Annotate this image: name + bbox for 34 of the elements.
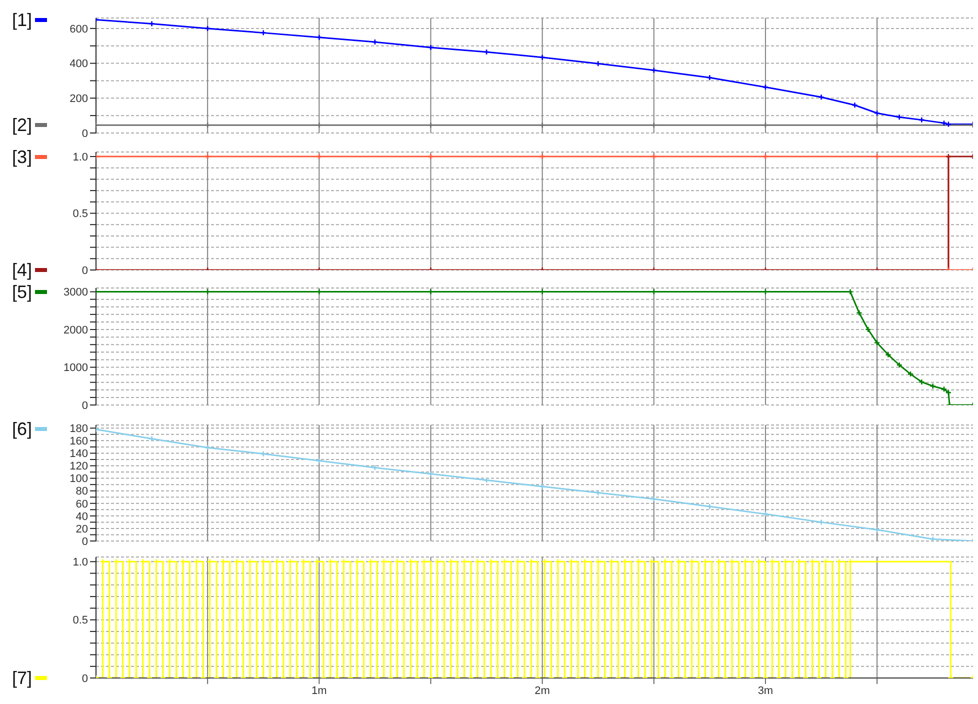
y-tick-label: 100 <box>70 473 88 486</box>
legend-label: [5] <box>12 280 32 303</box>
x-tick-label: 3m <box>758 684 774 697</box>
legend-label: [6] <box>12 418 32 440</box>
y-tick-label: 20 <box>76 523 88 536</box>
y-tick-label: 0 <box>82 264 88 277</box>
y-tick-label: 400 <box>70 58 88 70</box>
y-tick-label: 0 <box>82 536 88 548</box>
y-tick-label: 120 <box>70 460 88 473</box>
y-tick-label: 600 <box>70 23 88 36</box>
y-tick-label: 80 <box>76 486 88 498</box>
y-tick-label: 0 <box>82 400 88 412</box>
x-tick-label: 2m <box>534 684 550 697</box>
legend-label: [4] <box>12 259 32 281</box>
y-tick-label: 2000 <box>64 324 88 336</box>
legend-label: [2] <box>12 114 32 136</box>
y-tick-label: 1.0 <box>72 556 88 569</box>
y-tick-label: 40 <box>76 510 88 523</box>
y-tick-label: 3000 <box>64 286 88 299</box>
y-tick-label: 1000 <box>64 362 88 374</box>
y-tick-label: 0 <box>82 128 88 140</box>
y-tick-label: 140 <box>70 448 88 460</box>
y-tick-label: 180 <box>70 423 88 436</box>
legend-label: [1] <box>12 8 32 31</box>
y-tick-label: 0.5 <box>72 208 88 220</box>
y-tick-label: 200 <box>70 93 88 106</box>
y-tick-label: 0 <box>82 672 88 685</box>
y-tick-label: 0.5 <box>72 614 88 627</box>
legend-label: [3] <box>12 146 32 168</box>
x-tick-label: 1m <box>312 684 327 697</box>
y-tick-label: 1.0 <box>72 151 88 164</box>
y-tick-label: 60 <box>76 498 88 510</box>
legend-label: [7] <box>12 667 32 689</box>
y-tick-label: 160 <box>70 436 88 448</box>
